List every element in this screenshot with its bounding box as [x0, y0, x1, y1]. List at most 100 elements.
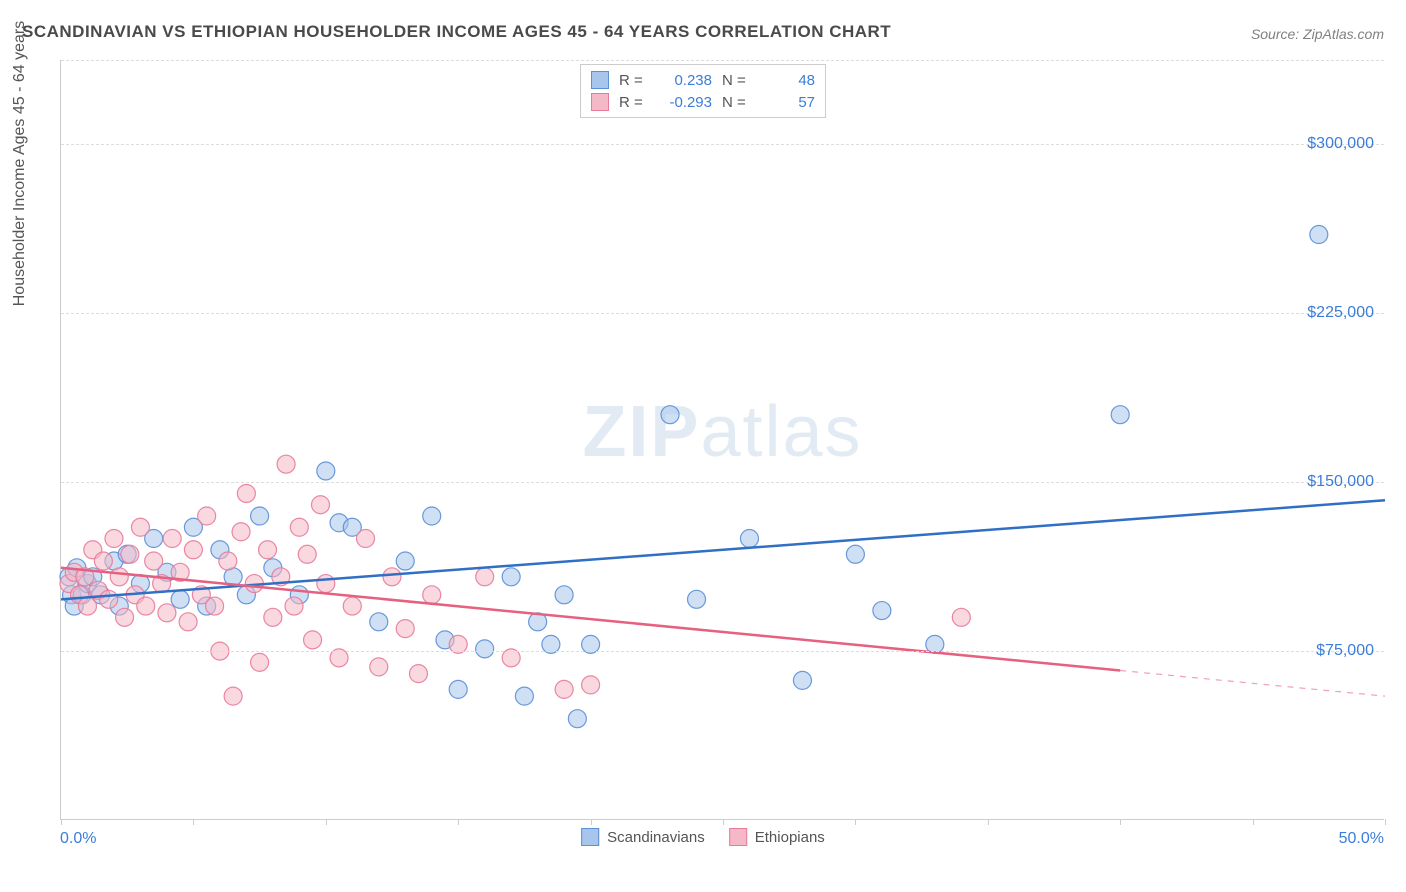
data-point [793, 671, 811, 689]
data-point [298, 545, 316, 563]
data-point [145, 552, 163, 570]
data-point [952, 608, 970, 626]
data-point [317, 575, 335, 593]
data-point [555, 680, 573, 698]
data-point [317, 462, 335, 480]
data-point [78, 597, 96, 615]
data-point [251, 507, 269, 525]
y-tick-label: $300,000 [1307, 135, 1374, 153]
data-point [264, 608, 282, 626]
data-point [110, 568, 128, 586]
data-point [277, 455, 295, 473]
data-point [370, 658, 388, 676]
data-point [688, 590, 706, 608]
chart-container: SCANDINAVIAN VS ETHIOPIAN HOUSEHOLDER IN… [0, 0, 1406, 892]
y-tick-label: $225,000 [1307, 304, 1374, 322]
data-point [259, 541, 277, 559]
x-tick [193, 819, 194, 825]
correlation-stats-box: R =0.238N =48R =-0.293N =57 [580, 64, 826, 118]
legend-item: Ethiopians [729, 828, 825, 846]
data-point [476, 640, 494, 658]
stats-row: R =0.238N =48 [591, 69, 815, 91]
legend-item: Scandinavians [581, 828, 705, 846]
data-point [343, 597, 361, 615]
scatter-svg [61, 60, 1384, 819]
data-point [1111, 406, 1129, 424]
x-tick [1253, 819, 1254, 825]
grid-line [61, 651, 1384, 652]
legend-label: Ethiopians [755, 829, 825, 846]
stat-n-label: N = [722, 72, 750, 89]
data-point [396, 552, 414, 570]
legend-swatch [729, 828, 747, 846]
stat-r-value: 0.238 [657, 72, 712, 89]
data-point [568, 710, 586, 728]
chart-title: SCANDINAVIAN VS ETHIOPIAN HOUSEHOLDER IN… [22, 22, 891, 42]
trend-line-extrapolated [1120, 670, 1385, 696]
x-tick [61, 819, 62, 825]
x-tick [1120, 819, 1121, 825]
y-tick-label: $150,000 [1307, 473, 1374, 491]
legend-swatch [591, 93, 609, 111]
y-axis-title: Householder Income Ages 45 - 64 years [11, 21, 29, 307]
data-point [515, 687, 533, 705]
data-point [873, 602, 891, 620]
data-point [206, 597, 224, 615]
data-point [163, 530, 181, 548]
x-axis-min-label: 0.0% [60, 830, 96, 848]
grid-line [61, 313, 1384, 314]
legend-label: Scandinavians [607, 829, 705, 846]
data-point [312, 496, 330, 514]
x-tick [988, 819, 989, 825]
x-tick [723, 819, 724, 825]
data-point [184, 541, 202, 559]
data-point [304, 631, 322, 649]
stat-r-label: R = [619, 94, 647, 111]
x-tick [1385, 819, 1386, 825]
data-point [290, 518, 308, 536]
x-tick [855, 819, 856, 825]
grid-line [61, 144, 1384, 145]
data-point [251, 653, 269, 671]
data-point [476, 568, 494, 586]
data-point [357, 530, 375, 548]
x-axis-max-label: 50.0% [1339, 830, 1384, 848]
data-point [449, 680, 467, 698]
y-tick-label: $75,000 [1316, 642, 1374, 660]
x-tick [458, 819, 459, 825]
data-point [94, 552, 112, 570]
data-point [423, 507, 441, 525]
stat-n-label: N = [722, 94, 750, 111]
legend-swatch [581, 828, 599, 846]
stats-row: R =-0.293N =57 [591, 91, 815, 113]
data-point [237, 484, 255, 502]
data-point [158, 604, 176, 622]
grid-line [61, 482, 1384, 483]
data-point [116, 608, 134, 626]
data-point [383, 568, 401, 586]
x-tick [326, 819, 327, 825]
stat-r-value: -0.293 [657, 94, 712, 111]
data-point [121, 545, 139, 563]
data-point [131, 518, 149, 536]
data-point [232, 523, 250, 541]
data-point [100, 590, 118, 608]
data-point [105, 530, 123, 548]
data-point [198, 507, 216, 525]
x-tick [591, 819, 592, 825]
data-point [179, 613, 197, 631]
data-point [740, 530, 758, 548]
data-point [396, 620, 414, 638]
data-point [423, 586, 441, 604]
data-point [285, 597, 303, 615]
data-point [370, 613, 388, 631]
data-point [171, 590, 189, 608]
data-point [219, 552, 237, 570]
data-point [846, 545, 864, 563]
legend-swatch [591, 71, 609, 89]
data-point [502, 568, 520, 586]
stat-r-label: R = [619, 72, 647, 89]
grid-line [61, 60, 1384, 61]
data-point [1310, 226, 1328, 244]
data-point [409, 665, 427, 683]
